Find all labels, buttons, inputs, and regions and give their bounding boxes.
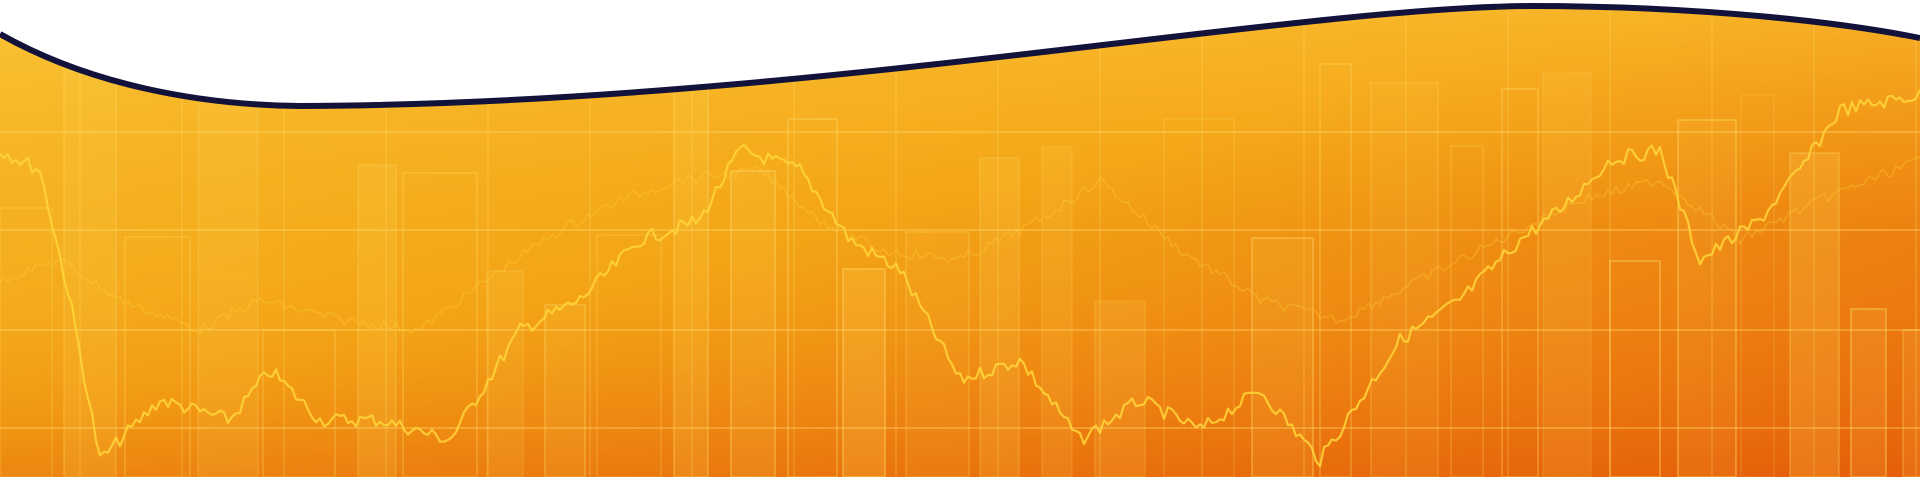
chart-bar [1902,329,1920,477]
chart-bar [730,170,776,477]
wave-curve-graphic [0,2,1920,110]
chart-bar [787,118,838,477]
chart-bar [402,172,478,477]
chart-bar [1501,88,1539,477]
chart-bar [1609,260,1661,477]
chart-bar [596,234,662,477]
chart-bar [1094,300,1146,477]
chart-bar [979,157,1020,477]
chart-bar [1850,308,1887,477]
chart-bar [262,329,336,477]
chart-bar [544,304,586,477]
chart-bar [1041,146,1073,477]
chart-bar [124,236,191,477]
chart-bar [197,86,259,477]
chart-bar [1319,63,1352,477]
chart-bar [842,268,886,477]
chart-bar [905,231,970,477]
stock-line-primary [0,88,1920,468]
chart-bar [1542,71,1592,477]
chart-bar [673,53,709,477]
chart-bar [1370,82,1439,477]
chart-bar [486,270,524,477]
chart-bar [1740,94,1775,477]
stock-line-secondary [0,156,1920,336]
chart-bar [1450,145,1484,477]
chart-bar [0,207,53,477]
chart-bar [1677,119,1737,477]
chart-bar [63,62,117,477]
chart-bar [1163,118,1235,477]
stock-line-chart-graphic [0,88,1920,468]
chart-bar [1789,152,1840,477]
